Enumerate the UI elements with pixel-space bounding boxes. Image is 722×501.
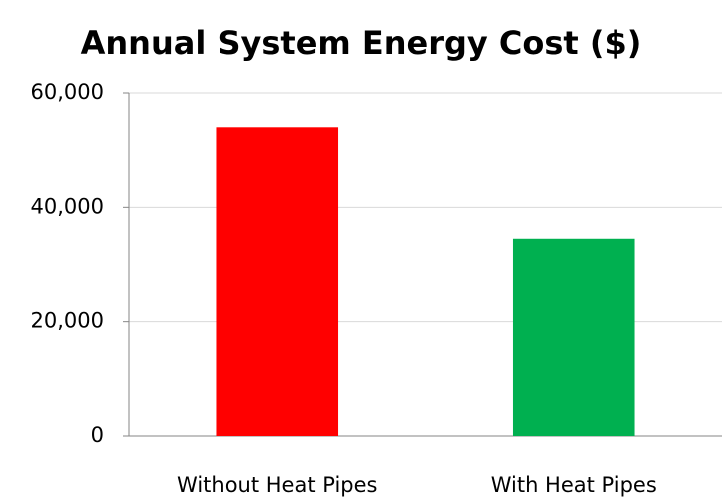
chart-title: Annual System Energy Cost ($) bbox=[81, 24, 642, 62]
x-tick-label: Without Heat Pipes bbox=[177, 473, 377, 497]
y-tick-label: 0 bbox=[91, 423, 104, 447]
bar bbox=[512, 238, 635, 436]
y-tick-label: 20,000 bbox=[31, 309, 104, 333]
bar bbox=[216, 127, 339, 437]
x-tick-label: With Heat Pipes bbox=[491, 473, 657, 497]
y-tick-label: 40,000 bbox=[31, 194, 104, 218]
y-tick-label: 60,000 bbox=[31, 80, 104, 104]
